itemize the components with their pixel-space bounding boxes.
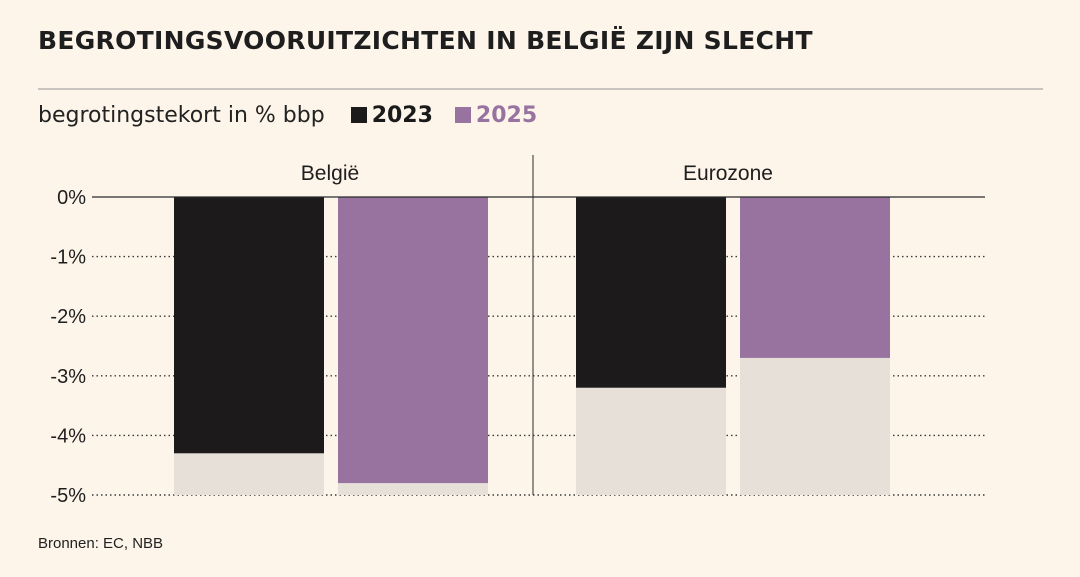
subtitle-legend-row: begrotingstekort in % bbp 2023 2025 bbox=[38, 100, 537, 130]
chart-title: BEGROTINGSVOORUITZICHTEN IN BELGIË ZIJN … bbox=[38, 26, 813, 55]
chart-subtitle: begrotingstekort in % bbp bbox=[38, 102, 325, 128]
legend-label-2025: 2025 bbox=[475, 102, 538, 128]
legend-label-2023: 2023 bbox=[371, 102, 433, 128]
y-tick-label: -4% bbox=[50, 425, 86, 447]
bar-2023-eurozone bbox=[576, 197, 726, 388]
legend-item-2025: 2025 bbox=[454, 102, 538, 128]
legend-swatch-2023 bbox=[350, 107, 367, 123]
bar-2025-eurozone bbox=[740, 197, 890, 358]
category-label: Eurozone bbox=[683, 162, 773, 185]
y-tick-label: -5% bbox=[50, 485, 86, 507]
category-label: België bbox=[301, 162, 359, 185]
bar-2025-belgie bbox=[338, 197, 488, 484]
legend-swatch-2025 bbox=[454, 107, 471, 123]
bar-2023-belgie bbox=[174, 197, 324, 454]
legend-item-2023: 2023 bbox=[350, 102, 433, 128]
y-tick-label: 0% bbox=[57, 187, 86, 209]
source-note: Bronnen: EC, NBB bbox=[38, 535, 164, 552]
title-divider bbox=[38, 88, 1043, 90]
y-tick-label: -2% bbox=[50, 306, 86, 328]
y-tick-label: -1% bbox=[50, 247, 86, 269]
y-tick-label: -3% bbox=[50, 366, 86, 388]
